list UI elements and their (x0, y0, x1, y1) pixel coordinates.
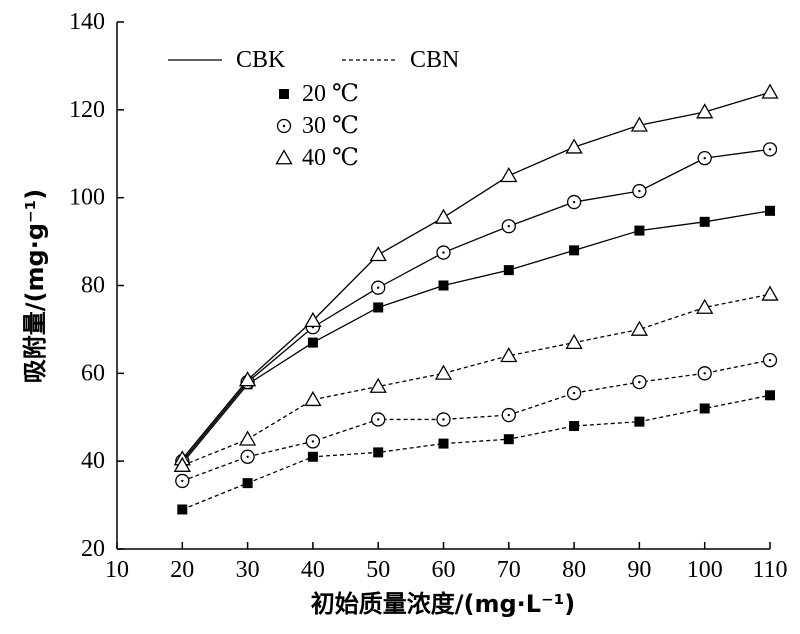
series-cbn-square (177, 390, 775, 515)
data-point (369, 246, 387, 262)
data-point (371, 412, 386, 427)
series-line (181, 210, 771, 464)
series-cbn-circle (175, 353, 778, 489)
data-point (762, 142, 778, 157)
series-line (182, 359, 771, 482)
y-tick-label: 20 (81, 536, 105, 562)
y-tick-label: 100 (69, 185, 105, 211)
legend-marker-square (279, 89, 289, 99)
legend-label-triangle: 40 ℃ (302, 145, 359, 171)
data-point (634, 225, 645, 236)
data-point (434, 208, 453, 224)
data-point (371, 280, 386, 295)
data-point (500, 347, 518, 363)
data-point (634, 416, 645, 427)
data-point (569, 245, 580, 256)
legend-label-cbk: CBK (236, 47, 286, 73)
y-tick-label: 140 (69, 9, 105, 35)
series-cbk-triangle (173, 83, 779, 466)
x-tick-label: 70 (497, 557, 521, 583)
data-point (761, 83, 779, 99)
series-line (181, 91, 771, 460)
data-point (630, 320, 649, 336)
data-point (238, 430, 257, 446)
data-point (765, 205, 775, 216)
data-point (173, 456, 191, 472)
series-cbk-circle (175, 142, 778, 469)
x-tick-label: 60 (432, 557, 456, 583)
data-point (307, 451, 318, 462)
data-point (175, 473, 190, 489)
data-point (436, 245, 451, 260)
data-point (630, 116, 649, 132)
legend-label-square: 20 ℃ (302, 81, 359, 107)
data-point (503, 434, 514, 445)
data-point (305, 434, 321, 449)
x-tick-label: 100 (687, 557, 723, 583)
x-tick-label: 10 (105, 557, 129, 583)
data-point (307, 337, 318, 348)
data-point (434, 364, 453, 380)
legend-marker-triangle (275, 149, 293, 165)
data-point (438, 438, 449, 449)
data-point (697, 366, 712, 381)
y-tick-label: 60 (81, 360, 105, 386)
y-axis-title: 吸附量/(mg·g⁻¹) (21, 189, 49, 383)
data-point (697, 150, 712, 166)
legend: CBK CBN 20 ℃ 30 ℃ 40 ℃ (168, 47, 459, 171)
data-point (762, 353, 778, 368)
data-point (501, 219, 516, 234)
data-point (177, 504, 188, 515)
series-line (182, 394, 771, 511)
y-tick-label: 120 (69, 97, 105, 123)
data-point (569, 421, 580, 432)
y-tick-label: 40 (81, 448, 105, 474)
legend-label-circle: 30 ℃ (302, 113, 359, 139)
data-point (699, 403, 710, 414)
data-point (696, 103, 714, 119)
y-tick-label: 80 (81, 273, 105, 299)
x-axis-title: 初始质量浓度/(mg·L⁻¹) (311, 590, 575, 618)
data-point (242, 478, 253, 489)
data-point (304, 390, 322, 407)
data-point (373, 302, 384, 313)
legend-marker-circle (276, 118, 292, 134)
data-point (436, 412, 451, 427)
plot-area (173, 83, 779, 515)
data-point (565, 138, 583, 154)
legend-label-cbn: CBN (410, 47, 459, 73)
x-tick-label: 40 (301, 557, 325, 583)
x-tick-label: 110 (752, 557, 787, 583)
data-point (565, 333, 583, 350)
data-point (503, 265, 514, 276)
data-point (632, 374, 647, 390)
data-point (500, 166, 518, 183)
data-point (501, 407, 516, 423)
data-point (240, 449, 255, 464)
data-point (304, 311, 322, 328)
data-point (632, 183, 647, 199)
series-cbn-triangle (173, 285, 779, 472)
data-point (438, 280, 449, 291)
data-point (696, 298, 714, 314)
data-point (369, 377, 387, 393)
series-line (181, 148, 771, 462)
x-tick-label: 30 (236, 557, 260, 583)
series-line (182, 293, 771, 467)
x-tick-label: 80 (562, 557, 586, 583)
x-tick-label: 50 (366, 557, 390, 583)
data-point (373, 447, 384, 458)
data-point (699, 216, 710, 227)
data-point (566, 385, 582, 401)
series-cbk-square (177, 205, 775, 469)
data-point (566, 194, 582, 210)
data-point (238, 371, 257, 387)
data-point (765, 390, 775, 401)
x-tick-label: 90 (627, 557, 651, 583)
x-tick-label: 20 (170, 557, 194, 583)
data-point (761, 285, 779, 301)
